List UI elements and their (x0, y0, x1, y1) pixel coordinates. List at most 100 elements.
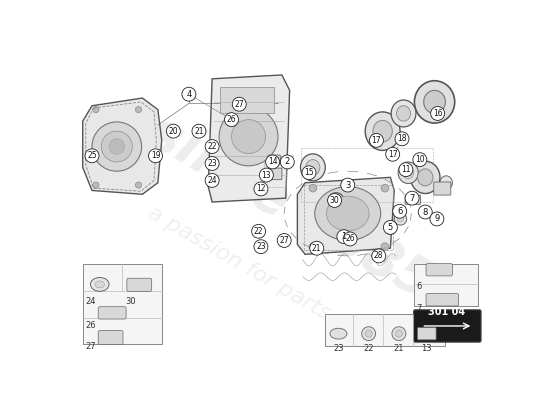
Text: 7: 7 (409, 194, 415, 203)
Circle shape (393, 204, 406, 218)
Text: 10: 10 (415, 155, 425, 164)
Ellipse shape (385, 224, 396, 234)
Text: 7: 7 (417, 304, 422, 313)
Text: 24: 24 (207, 176, 217, 185)
Circle shape (92, 122, 141, 171)
Circle shape (328, 194, 342, 207)
Ellipse shape (398, 162, 418, 184)
Text: 23: 23 (256, 242, 266, 251)
Text: 6: 6 (417, 282, 422, 291)
Circle shape (413, 153, 427, 166)
Circle shape (418, 205, 432, 219)
Ellipse shape (306, 160, 320, 175)
Circle shape (192, 124, 206, 138)
FancyBboxPatch shape (98, 307, 126, 319)
Text: 23: 23 (207, 159, 217, 168)
Ellipse shape (392, 327, 406, 341)
Circle shape (395, 132, 409, 146)
FancyBboxPatch shape (434, 182, 451, 195)
Circle shape (309, 243, 317, 250)
Ellipse shape (192, 125, 205, 137)
Text: 12: 12 (256, 184, 266, 194)
Text: 27: 27 (86, 342, 96, 351)
Ellipse shape (328, 193, 344, 208)
Circle shape (254, 240, 268, 254)
Circle shape (310, 241, 324, 255)
FancyBboxPatch shape (266, 168, 282, 180)
Ellipse shape (95, 281, 104, 288)
Text: 20: 20 (168, 127, 178, 136)
Circle shape (93, 106, 99, 113)
Text: 1: 1 (341, 232, 346, 241)
Text: 6: 6 (397, 207, 403, 216)
Ellipse shape (440, 176, 452, 190)
Circle shape (205, 174, 219, 187)
Ellipse shape (397, 216, 404, 222)
Circle shape (135, 106, 141, 113)
Text: 301 04: 301 04 (428, 307, 465, 317)
Ellipse shape (394, 213, 406, 225)
Circle shape (399, 163, 413, 176)
Ellipse shape (410, 161, 440, 194)
Text: 26: 26 (345, 234, 355, 244)
Circle shape (109, 139, 124, 154)
FancyBboxPatch shape (414, 264, 478, 306)
Text: 19: 19 (151, 151, 161, 160)
Text: 27: 27 (234, 100, 244, 109)
Ellipse shape (417, 169, 433, 186)
Circle shape (135, 182, 141, 188)
FancyBboxPatch shape (268, 155, 280, 164)
Circle shape (337, 230, 351, 244)
Ellipse shape (332, 197, 340, 204)
Circle shape (205, 140, 219, 154)
Text: a passion for parts: a passion for parts (144, 203, 334, 324)
Circle shape (370, 134, 383, 147)
Ellipse shape (90, 278, 109, 291)
Text: 26: 26 (227, 115, 236, 124)
Text: 22: 22 (207, 142, 217, 151)
FancyBboxPatch shape (405, 195, 421, 204)
Text: 21: 21 (312, 244, 322, 253)
FancyBboxPatch shape (220, 86, 274, 114)
Circle shape (280, 155, 294, 169)
Text: 3: 3 (345, 180, 350, 190)
Circle shape (254, 182, 268, 196)
Circle shape (341, 178, 355, 192)
Circle shape (381, 184, 389, 192)
Text: 18: 18 (397, 134, 407, 143)
Circle shape (381, 243, 389, 250)
Text: 27: 27 (279, 236, 289, 245)
Text: 22: 22 (364, 344, 374, 353)
Circle shape (386, 147, 400, 161)
Ellipse shape (300, 154, 325, 181)
Polygon shape (298, 177, 394, 254)
FancyBboxPatch shape (324, 314, 444, 346)
Text: 21: 21 (394, 344, 404, 353)
Text: 13: 13 (421, 344, 432, 353)
Ellipse shape (207, 159, 218, 168)
Text: 2: 2 (285, 158, 290, 166)
FancyBboxPatch shape (98, 330, 123, 344)
Text: 9: 9 (434, 214, 439, 224)
Text: 11: 11 (401, 165, 411, 174)
Circle shape (219, 107, 278, 166)
FancyBboxPatch shape (127, 278, 152, 291)
Circle shape (266, 155, 279, 169)
Circle shape (205, 156, 219, 170)
Text: 26: 26 (86, 320, 96, 330)
Text: since 1985: since 1985 (139, 106, 442, 310)
Text: 28: 28 (374, 252, 383, 260)
Text: 30: 30 (329, 196, 339, 205)
Text: 17: 17 (388, 150, 398, 159)
Ellipse shape (373, 120, 392, 142)
Ellipse shape (210, 178, 215, 182)
FancyBboxPatch shape (426, 264, 452, 276)
Circle shape (309, 184, 317, 192)
Text: 25: 25 (87, 151, 97, 160)
Ellipse shape (365, 112, 400, 150)
Circle shape (148, 149, 163, 163)
Ellipse shape (207, 176, 217, 184)
Ellipse shape (210, 161, 215, 166)
Text: 24: 24 (86, 298, 96, 306)
Circle shape (252, 224, 266, 238)
